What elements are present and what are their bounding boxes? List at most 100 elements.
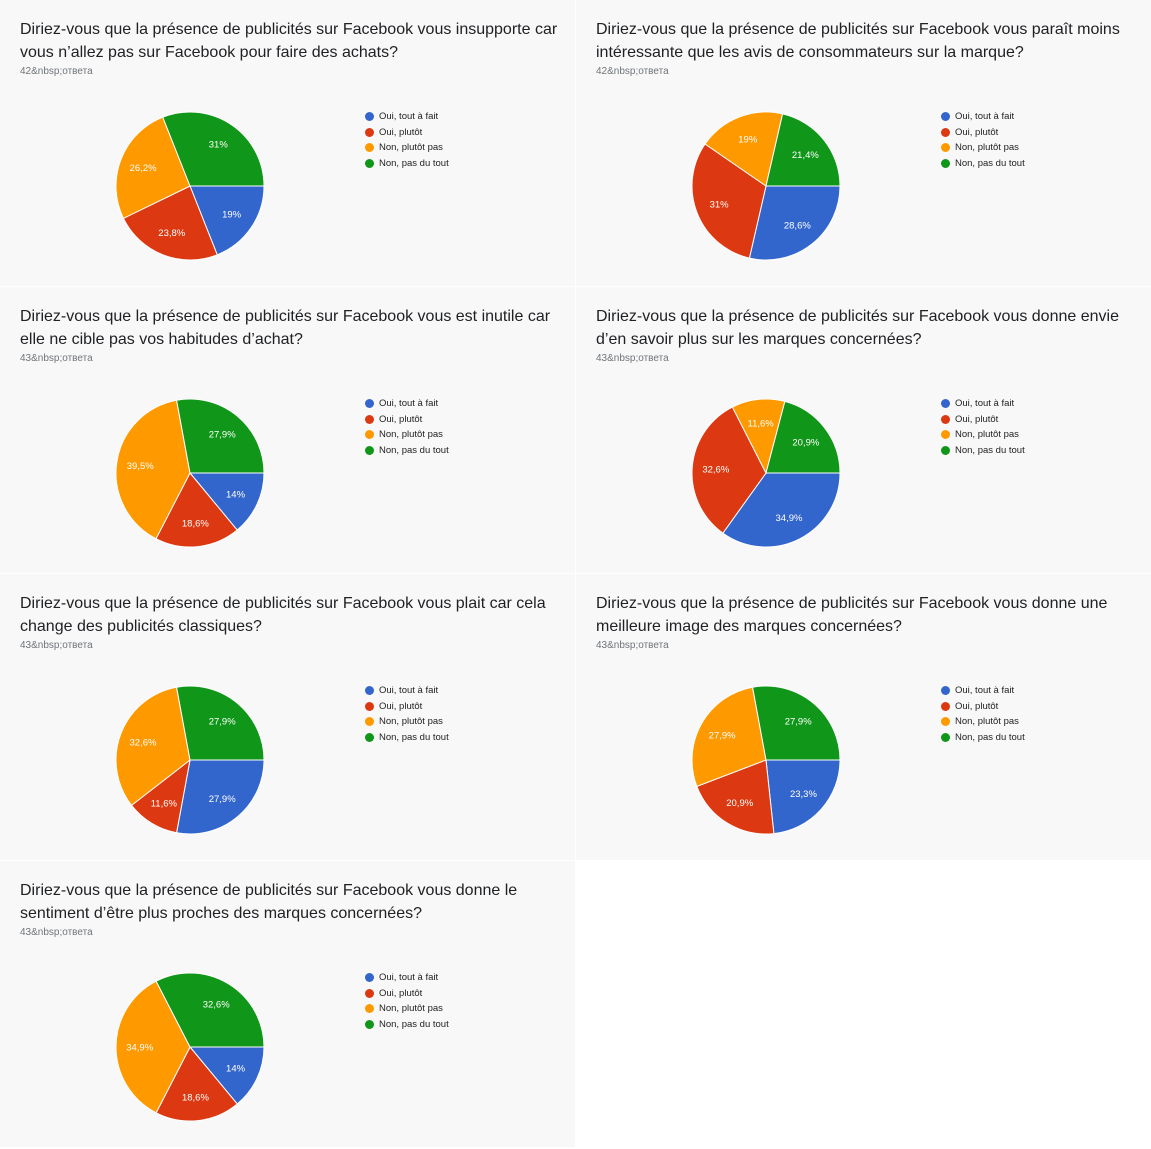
pie-slice-non-pas[interactable] (155, 972, 265, 1048)
chart-legend: Oui, tout à fait Oui, plutôt Non, plutôt p… (365, 683, 449, 745)
pie-slice-non-pas[interactable] (176, 398, 265, 474)
legend-item[interactable]: Non, pas du tout (365, 730, 449, 746)
legend-item[interactable]: Oui, tout à fait (365, 396, 449, 412)
pie-slice-oui-plutot[interactable] (691, 143, 767, 259)
pie-slice-oui-plutot[interactable] (696, 759, 775, 835)
pie-slice-oui-tout[interactable] (722, 472, 841, 548)
pie-slice-oui-tout[interactable] (188, 1046, 265, 1105)
legend-label: Oui, plutôt (379, 413, 423, 425)
slice-label: 14% (226, 490, 246, 501)
legend-dot-icon (365, 701, 374, 711)
pie-slice-non-pas[interactable] (765, 400, 841, 474)
slice-label: 19% (222, 210, 242, 221)
pie-slice-non-pas[interactable] (765, 113, 841, 187)
legend-label: Oui, tout à fait (379, 111, 439, 123)
legend-item[interactable]: Oui, plutôt (941, 699, 1025, 715)
slice-label: 11,6% (748, 418, 775, 429)
legend-label: Non, plutôt pas (955, 716, 1019, 728)
pie-slice-non-plutot[interactable] (691, 686, 767, 788)
pie-slice-non-pas[interactable] (752, 685, 841, 761)
legend-dot-icon (365, 1004, 374, 1014)
legend-dot-icon (941, 430, 950, 440)
legend-item[interactable]: Non, pas du tout (365, 443, 449, 459)
legend-item[interactable]: Oui, plutôt (365, 986, 449, 1002)
pie-slice-non-pas[interactable] (162, 111, 265, 187)
question-title: Diriez-vous que la présence de publicité… (596, 21, 1120, 61)
legend-dot-icon (365, 127, 374, 137)
slice-label: 23,3% (790, 789, 817, 800)
response-count: 42&nbsp;ответа (20, 66, 93, 77)
legend-item[interactable]: Oui, tout à fait (365, 109, 449, 125)
legend-dot-icon (365, 112, 374, 122)
pie-slice-non-plutot[interactable] (115, 116, 191, 220)
response-count: 43&nbsp;ответа (20, 353, 93, 364)
legend-item[interactable]: Oui, tout à fait (941, 396, 1025, 412)
slice-label: 18,6% (182, 1092, 209, 1103)
slice-label: 27,9% (785, 717, 812, 728)
slice-label: 19% (738, 134, 758, 145)
legend-dot-icon (941, 414, 950, 424)
legend-label: Oui, tout à fait (379, 972, 439, 984)
question-title: Diriez-vous que la présence de publicité… (20, 21, 558, 61)
slice-label: 28,6% (784, 221, 811, 232)
pie-chart: 27,9% 11,6% 32,6% 27,9% (115, 685, 265, 835)
legend-item[interactable]: Oui, tout à fait (365, 970, 449, 986)
pie-slice-oui-plutot[interactable] (155, 1046, 238, 1122)
legend-item[interactable]: Oui, plutôt (941, 125, 1025, 141)
pie-slice-non-plutot[interactable] (115, 399, 191, 540)
legend-item[interactable]: Non, pas du tout (365, 156, 449, 172)
question-card: Diriez-vous que la présence de publicité… (0, 861, 575, 1147)
legend-item[interactable]: Oui, plutôt (365, 125, 449, 141)
slice-label: 34,9% (776, 513, 803, 524)
pie-slice-oui-tout[interactable] (765, 759, 841, 835)
pie-slice-oui-plutot[interactable] (155, 472, 238, 548)
legend-item[interactable]: Oui, plutôt (941, 412, 1025, 428)
legend-item[interactable]: Non, plutôt pas (365, 140, 449, 156)
legend-item[interactable]: Non, plutôt pas (365, 1001, 449, 1017)
legend-dot-icon (365, 399, 374, 409)
legend-dot-icon (941, 717, 950, 727)
legend-item[interactable]: Non, plutôt pas (941, 427, 1025, 443)
slice-label: 26,2% (130, 163, 157, 174)
legend-label: Non, plutôt pas (955, 429, 1019, 441)
legend-item[interactable]: Non, pas du tout (365, 1017, 449, 1033)
legend-dot-icon (941, 159, 950, 169)
question-title: Diriez-vous que la présence de publicité… (596, 595, 1108, 635)
legend-item[interactable]: Oui, tout à fait (941, 683, 1025, 699)
legend-label: Oui, plutôt (955, 700, 999, 712)
slice-label: 20,9% (792, 438, 819, 449)
pie-slice-oui-plutot[interactable] (691, 406, 767, 534)
pie-slice-oui-tout[interactable] (189, 185, 265, 256)
legend-dot-icon (941, 112, 950, 122)
pie-slice-oui-plutot[interactable] (122, 185, 218, 261)
response-count: 43&nbsp;ответа (596, 640, 669, 651)
pie-slice-oui-tout[interactable] (748, 185, 841, 261)
legend-item[interactable]: Non, pas du tout (941, 156, 1025, 172)
chart-legend: Oui, tout à fait Oui, plutôt Non, plutôt p… (941, 396, 1025, 458)
pie-slice-non-plutot[interactable] (115, 686, 191, 807)
legend-item[interactable]: Non, plutôt pas (365, 714, 449, 730)
pie-slice-non-plutot[interactable] (704, 111, 784, 187)
legend-label: Oui, tout à fait (379, 398, 439, 410)
legend-dot-icon (365, 143, 374, 153)
legend-item[interactable]: Non, plutôt pas (941, 140, 1025, 156)
legend-label: Non, plutôt pas (379, 716, 443, 728)
pie-slice-non-plutot[interactable] (115, 980, 191, 1114)
legend-item[interactable]: Oui, tout à fait (941, 109, 1025, 125)
legend-dot-icon (941, 446, 950, 456)
legend-item[interactable]: Non, pas du tout (941, 730, 1025, 746)
legend-item[interactable]: Oui, tout à fait (365, 683, 449, 699)
legend-dot-icon (365, 1020, 374, 1030)
legend-item[interactable]: Non, plutôt pas (941, 714, 1025, 730)
pie-slice-non-pas[interactable] (176, 685, 265, 761)
question-card: Diriez-vous que la présence de publicité… (576, 287, 1151, 573)
slice-label: 11,6% (151, 798, 178, 809)
pie-slice-oui-tout[interactable] (176, 759, 265, 835)
pie-slice-oui-tout[interactable] (188, 472, 265, 531)
legend-label: Non, pas du tout (379, 732, 449, 744)
legend-item[interactable]: Non, pas du tout (941, 443, 1025, 459)
legend-item[interactable]: Oui, plutôt (365, 412, 449, 428)
legend-item[interactable]: Non, plutôt pas (365, 427, 449, 443)
legend-label: Oui, plutôt (379, 126, 423, 138)
legend-item[interactable]: Oui, plutôt (365, 699, 449, 715)
